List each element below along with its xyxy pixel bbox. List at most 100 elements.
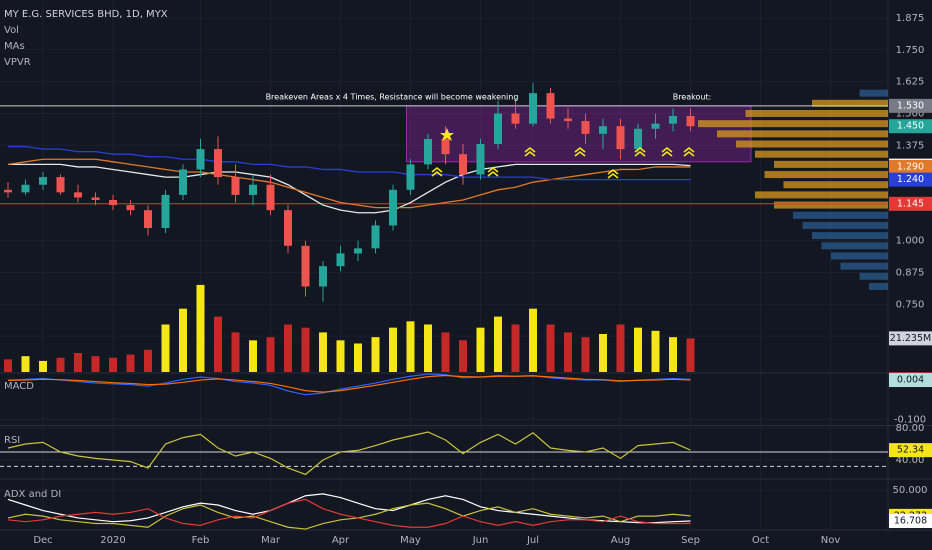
candle-body xyxy=(564,118,572,122)
candle-body xyxy=(686,116,695,127)
volume-bar xyxy=(634,327,642,372)
candle-body xyxy=(301,245,310,287)
volume-bar xyxy=(511,324,520,372)
profile-bar xyxy=(698,120,888,128)
x-tick-label: Mar xyxy=(261,535,281,546)
candle-body xyxy=(109,199,117,206)
volume-bar xyxy=(91,356,100,372)
profile-bar xyxy=(821,242,888,250)
volume-bar xyxy=(196,284,205,372)
x-tick-label: 2020 xyxy=(100,535,125,546)
legend-item: MAs xyxy=(4,41,25,52)
volume-bar xyxy=(494,316,502,372)
volume-bar xyxy=(459,340,467,372)
x-tick-label: Aug xyxy=(611,535,631,546)
moving-average xyxy=(7,158,691,209)
volume-bar xyxy=(21,356,30,372)
moving-average xyxy=(8,145,691,181)
price-tag xyxy=(889,331,932,346)
candle-body xyxy=(371,225,380,249)
price-tag xyxy=(889,119,932,134)
profile-bar xyxy=(831,252,888,260)
profile-bar xyxy=(859,89,888,97)
volume-bar xyxy=(336,340,345,372)
chevron xyxy=(607,168,619,179)
volume-bar xyxy=(319,332,327,372)
price-tag-label: 0.004 xyxy=(897,375,924,386)
y-tick-label: 1.625 xyxy=(896,77,925,88)
y-tick-label: 1.375 xyxy=(896,140,925,151)
candle-body xyxy=(39,177,47,185)
price-tag-label: 1.145 xyxy=(897,198,924,209)
candle-body xyxy=(476,144,485,175)
pane-label: RSI xyxy=(4,435,20,446)
chevron xyxy=(487,166,499,177)
candle-body xyxy=(669,116,677,124)
candle-body xyxy=(651,123,660,129)
price-tag xyxy=(889,196,932,211)
markers xyxy=(431,146,695,179)
y-tick-label: 1.750 xyxy=(896,45,925,56)
volume-bar xyxy=(284,324,292,372)
profile-bar xyxy=(802,221,888,229)
price-tag-label: 1.240 xyxy=(897,174,924,185)
candle-body xyxy=(91,197,100,200)
candle-body xyxy=(494,113,502,145)
pane-label: MACD xyxy=(4,381,34,392)
price-tag-label: 1.530 xyxy=(897,100,924,111)
profile-bar xyxy=(745,109,888,117)
candle-body xyxy=(354,248,362,254)
volume-bar xyxy=(389,327,397,372)
legend-item: Vol xyxy=(4,25,19,36)
price-tag xyxy=(889,172,932,187)
candle-body xyxy=(441,138,450,155)
volume-bar xyxy=(74,353,82,372)
volume-bar xyxy=(4,359,12,372)
indicator-line xyxy=(7,493,691,524)
profile-bar xyxy=(774,201,888,209)
x-tick-label: May xyxy=(400,535,421,546)
price-tag xyxy=(889,443,932,458)
candle-body xyxy=(21,184,30,193)
volume-bar xyxy=(476,327,485,372)
volume-bar xyxy=(669,337,677,372)
profile-bar xyxy=(774,160,888,168)
x-tick-label: Jul xyxy=(526,535,539,546)
volume-bar xyxy=(266,337,275,372)
indicator-line xyxy=(7,502,691,530)
candle-body xyxy=(459,154,467,175)
y-tick-label: 1.000 xyxy=(896,236,925,247)
volume-bar xyxy=(686,338,695,372)
volume-bar xyxy=(354,343,362,372)
price-tag-label: 1.290 xyxy=(897,161,924,172)
y-tick-label: 0.750 xyxy=(896,299,925,310)
candle-body xyxy=(511,113,520,124)
profile-bar xyxy=(812,99,888,107)
volume-bar xyxy=(546,324,555,372)
candle-body xyxy=(599,126,607,134)
annotation: Breakout: xyxy=(673,93,712,102)
candle-body xyxy=(424,138,432,165)
candle-body xyxy=(529,93,537,124)
price-tag-label: 16.708 xyxy=(894,516,927,527)
volume-bar xyxy=(441,332,450,372)
price-tag xyxy=(889,98,932,113)
candle-body xyxy=(214,149,222,178)
volume-bar xyxy=(599,334,607,372)
volume-bar xyxy=(424,324,432,372)
profile-bar xyxy=(840,262,888,270)
profile-bar xyxy=(812,232,888,240)
legend-item: VPVR xyxy=(4,57,31,68)
candle-body xyxy=(161,194,170,228)
profile-bar xyxy=(869,283,888,291)
x-tick-label: Nov xyxy=(821,535,841,546)
moving-average xyxy=(8,163,691,214)
volume-bar xyxy=(301,327,310,372)
volume-bar xyxy=(214,316,222,372)
x-tick-label: Sep xyxy=(681,535,700,546)
chevron xyxy=(661,146,673,157)
volume-bar xyxy=(126,354,135,372)
pane-label: ADX and DI xyxy=(4,489,61,500)
